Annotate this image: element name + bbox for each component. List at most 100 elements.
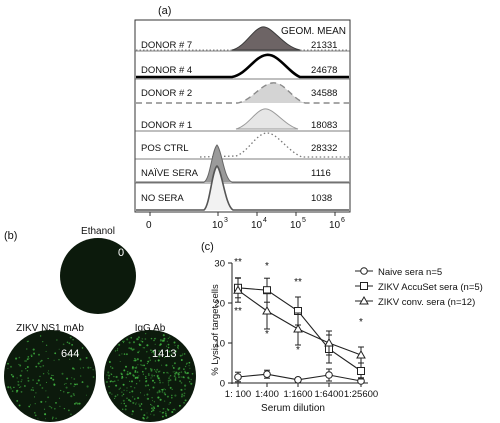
fluorescent-dot	[159, 370, 161, 372]
panel-c-label: (c)	[201, 241, 214, 253]
fluorescent-dot	[150, 410, 153, 413]
row-label-donor1: DONOR # 1	[141, 120, 192, 131]
fluorescent-dot	[184, 399, 187, 402]
fluorescent-dot	[68, 409, 70, 412]
fluorescent-dot	[166, 340, 168, 342]
fluorescent-dot	[162, 415, 164, 418]
fluorescent-dot	[74, 403, 76, 405]
fluorescent-dot	[26, 348, 28, 350]
fluorescent-dot	[66, 377, 69, 380]
fluorescent-dot	[133, 386, 136, 389]
fluorescent-dot	[151, 376, 153, 378]
fluorescent-dot	[184, 370, 186, 373]
fluorescent-dot	[172, 367, 175, 369]
fluorescent-dot	[10, 373, 13, 376]
y-tick-label: 20	[214, 299, 225, 310]
fluorescent-dot	[184, 371, 187, 374]
histogram-donor4	[136, 53, 349, 79]
fluorescent-dot	[120, 402, 122, 404]
fluorescent-dot	[15, 357, 18, 360]
fluorescent-dot	[144, 367, 147, 370]
fluorescent-dot	[119, 387, 121, 389]
fluorescent-dot	[183, 395, 185, 397]
fluorescent-dot	[181, 354, 183, 356]
fluorescent-dot	[189, 381, 191, 383]
fluorescent-dot	[73, 385, 75, 387]
fluorescent-dot	[39, 335, 42, 337]
well-ethanol	[60, 238, 136, 314]
fluorescent-dot	[145, 380, 148, 383]
fluorescent-dot	[153, 407, 156, 410]
fluorescent-dot	[68, 354, 70, 356]
fluorescent-dot	[152, 379, 154, 382]
data-point-square	[357, 367, 365, 375]
fluorescent-dot	[167, 379, 170, 382]
fluorescent-dot	[150, 403, 152, 406]
fluorescent-dot	[121, 391, 123, 393]
fluorescent-dot	[161, 339, 163, 341]
fluorescent-dot	[132, 341, 136, 344]
fluorescent-dot	[119, 360, 121, 363]
legend-marker-accuset	[360, 282, 368, 290]
axis-tick-0: 0	[146, 220, 152, 231]
fluorescent-dot	[128, 347, 131, 350]
fluorescent-dot	[24, 385, 26, 387]
fluorescent-dot	[128, 399, 130, 401]
histogram-donor1	[235, 108, 299, 130]
fluorescent-dot	[121, 395, 123, 397]
histogram-pos-ctrl	[199, 132, 349, 158]
fluorescent-dot	[106, 374, 108, 376]
fluorescent-dot	[61, 372, 64, 375]
axis-tick-1e5: 10	[290, 220, 302, 231]
fluorescent-dot	[173, 362, 176, 365]
fluorescent-dot	[170, 394, 173, 397]
row-value-pos-ctrl: 28332	[311, 143, 337, 154]
fluorescent-dot	[153, 338, 156, 340]
fluorescent-dot	[123, 402, 126, 405]
fluorescent-dot	[47, 396, 50, 399]
fluorescent-dot	[62, 343, 65, 346]
fluorescent-dot	[168, 377, 170, 380]
fluorescent-dot	[150, 369, 153, 372]
fluorescent-dot	[52, 416, 54, 419]
axis-tick-1e3: 10	[212, 220, 224, 231]
x-tick-label: 1:6400	[314, 389, 343, 400]
fluorescent-dot	[153, 353, 155, 355]
fluorescent-dot	[10, 387, 12, 390]
fluorescent-dot	[65, 383, 67, 385]
fluorescent-dot	[132, 396, 134, 398]
fluorescent-dot	[167, 337, 169, 339]
fluorescent-dot	[183, 368, 185, 370]
fluorescent-dot	[33, 396, 36, 398]
fluorescent-dot	[132, 374, 135, 377]
fluorescent-dot	[122, 393, 125, 396]
fluorescent-dot	[180, 359, 183, 361]
fluorescent-dot	[167, 382, 169, 384]
fluorescent-dot	[50, 377, 53, 380]
row-label-donor2: DONOR # 2	[141, 88, 192, 99]
fluorescent-dot	[143, 347, 146, 349]
fluorescent-dot	[17, 383, 20, 386]
fluorescent-dot	[158, 379, 161, 382]
fluorescent-dot	[37, 379, 40, 382]
fluorescent-dot	[123, 369, 126, 372]
fluorescent-dot	[113, 375, 115, 378]
fluorescent-dot	[16, 399, 19, 402]
well-igg	[104, 330, 196, 422]
fluorescent-dot	[111, 393, 113, 395]
fluorescent-dot	[173, 408, 176, 410]
fluorescent-dot	[55, 417, 57, 420]
histogram-no-sera	[136, 164, 349, 211]
significance-marker: **	[294, 277, 302, 288]
fluorescent-dot	[30, 354, 33, 357]
fluorescent-dot	[40, 359, 43, 362]
fluorescent-dot	[173, 341, 176, 344]
fluorescent-dot	[17, 380, 20, 383]
fluorescent-dot	[156, 374, 159, 377]
x-tick-label: 1:400	[255, 389, 279, 400]
fluorescent-dot	[113, 380, 116, 383]
fluorescent-dot	[112, 381, 114, 383]
fluorescent-dot	[19, 364, 22, 367]
fluorescent-dot	[154, 343, 156, 345]
fluorescent-dot	[166, 345, 168, 347]
